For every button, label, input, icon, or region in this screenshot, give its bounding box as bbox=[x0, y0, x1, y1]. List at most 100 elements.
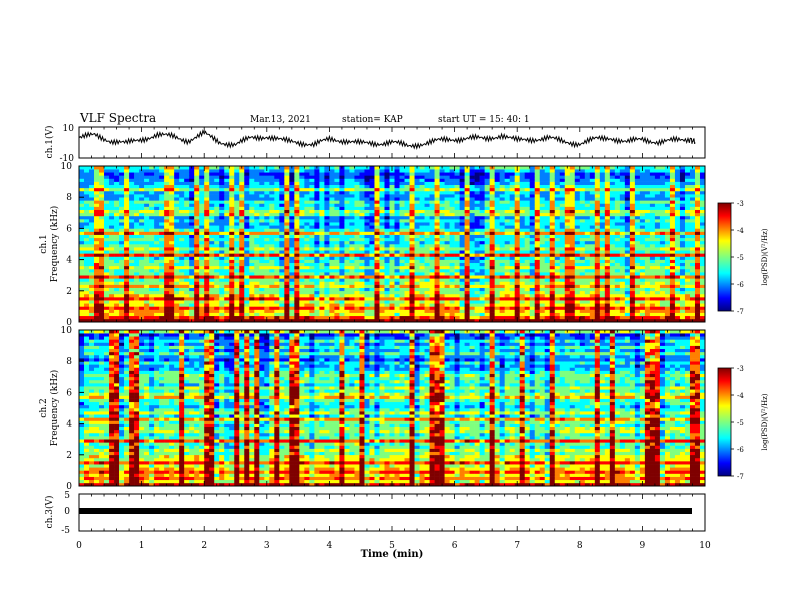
spectrogram-cell bbox=[219, 172, 225, 176]
spectrogram-cell bbox=[104, 303, 110, 307]
spectrogram-cell bbox=[344, 209, 350, 214]
spectrogram-cell bbox=[254, 259, 260, 264]
spectrogram-cell bbox=[529, 178, 536, 182]
spectrogram-cell bbox=[99, 234, 105, 239]
spectrogram-cell bbox=[494, 247, 500, 251]
spectrogram-cell bbox=[444, 240, 450, 245]
spectrogram-cell bbox=[209, 262, 215, 267]
spectrogram-cell bbox=[144, 297, 150, 301]
spectrogram-cell bbox=[94, 237, 100, 242]
spectrogram-cell bbox=[289, 175, 295, 179]
spectrogram-cell bbox=[329, 281, 335, 285]
spectrogram-cell bbox=[179, 303, 185, 307]
spectrogram-cell bbox=[319, 293, 325, 298]
spectrogram-cell bbox=[254, 175, 260, 179]
spectrogram-cell bbox=[539, 215, 546, 220]
spectrogram-cell bbox=[409, 231, 415, 235]
spectrogram-cell bbox=[444, 219, 450, 223]
spectrogram-cell bbox=[94, 222, 100, 226]
spectrogram-cell bbox=[549, 297, 556, 301]
spectrogram-cell bbox=[364, 306, 370, 310]
spectrogram-cell bbox=[319, 237, 325, 242]
spectrogram-cell bbox=[494, 169, 500, 173]
spectrogram-cell bbox=[554, 194, 561, 198]
spectrogram-cell bbox=[574, 318, 581, 323]
spectrogram-cell bbox=[149, 303, 155, 307]
spectrogram-cell bbox=[289, 303, 295, 307]
spectrogram-cell bbox=[254, 194, 260, 198]
spectrogram-cell bbox=[179, 184, 185, 189]
spectrogram-cell bbox=[79, 287, 85, 292]
spectrogram-cell bbox=[394, 312, 400, 317]
spectrogram-cell bbox=[344, 287, 350, 292]
spectrogram-cell bbox=[139, 293, 145, 298]
spectrogram-cell bbox=[419, 262, 425, 267]
spectrogram-cell bbox=[99, 203, 105, 207]
spectrogram-cell bbox=[449, 278, 455, 282]
spectrogram-cell bbox=[384, 278, 390, 282]
spectrogram-cell bbox=[374, 265, 380, 270]
spectrogram-cell bbox=[249, 244, 255, 248]
spectrogram-cell bbox=[344, 300, 350, 304]
spectrogram-cell bbox=[319, 172, 325, 176]
spectrogram-cell bbox=[369, 306, 375, 310]
spectrogram-cell bbox=[169, 200, 175, 204]
spectrogram-cell bbox=[194, 175, 200, 179]
spectrogram-cell bbox=[484, 200, 490, 204]
spectrogram-cell bbox=[349, 200, 355, 204]
spectrogram-cell bbox=[404, 169, 410, 173]
spectrogram-cell bbox=[449, 175, 455, 179]
spectrogram-cell bbox=[189, 219, 195, 223]
spectrogram-cell bbox=[524, 194, 531, 198]
spectrogram-cell bbox=[259, 206, 265, 210]
spectrogram-cell bbox=[154, 265, 160, 270]
spectrogram-cell bbox=[529, 265, 536, 270]
spectrogram-cell bbox=[304, 181, 310, 186]
spectrogram-cell bbox=[384, 172, 390, 176]
spectrogram-cell bbox=[304, 197, 310, 201]
spectrogram-cell bbox=[394, 225, 400, 229]
spectrogram-cell bbox=[324, 225, 330, 229]
spectrogram-cell bbox=[269, 215, 275, 220]
spectrogram-cell bbox=[519, 303, 526, 307]
spectrogram-cell bbox=[114, 306, 120, 310]
spectrogram-cell bbox=[574, 265, 581, 270]
spectrogram-cell bbox=[369, 247, 375, 251]
spectrogram-cell bbox=[559, 240, 566, 245]
spectrogram-cell bbox=[194, 297, 200, 301]
spectrogram-cell bbox=[524, 275, 531, 279]
spectrogram-cell bbox=[449, 203, 455, 207]
spectrogram-cell bbox=[119, 265, 125, 270]
spectrogram-cell bbox=[324, 287, 330, 292]
spectrogram-cell bbox=[504, 318, 510, 323]
spectrogram-cell bbox=[324, 234, 330, 239]
spectrogram-cell bbox=[404, 272, 410, 276]
spectrogram-cell bbox=[234, 172, 240, 176]
spectrogram-cell bbox=[244, 209, 250, 214]
spectrogram-cell bbox=[549, 203, 556, 207]
spectrogram-cell bbox=[214, 287, 220, 292]
spectrogram-cell bbox=[454, 250, 460, 254]
spectrogram-cell bbox=[549, 265, 556, 270]
spectrogram-cell bbox=[449, 244, 455, 248]
spectrogram-cell bbox=[279, 247, 285, 251]
spectrogram-cell bbox=[129, 190, 135, 195]
spectrogram-cell bbox=[464, 293, 470, 298]
spectrogram-cell bbox=[559, 222, 566, 226]
spectrogram-cell bbox=[119, 203, 125, 207]
spectrogram-cell bbox=[354, 262, 360, 267]
spectrogram-cell bbox=[269, 309, 275, 313]
spectrogram-cell bbox=[499, 272, 505, 276]
spectrogram-cell bbox=[264, 197, 270, 201]
spectrogram-cell bbox=[304, 225, 310, 229]
spectrogram-cell bbox=[449, 237, 455, 242]
spectrogram-cell bbox=[529, 222, 536, 226]
spectrogram-cell bbox=[274, 287, 280, 292]
spectrogram-cell bbox=[214, 237, 220, 242]
spectrogram-cell bbox=[349, 212, 355, 217]
spectrogram-cell bbox=[249, 215, 255, 220]
spectrogram-cell bbox=[229, 234, 235, 239]
spectrogram-cell bbox=[569, 318, 576, 323]
spectrogram-cell bbox=[189, 265, 195, 270]
spectrogram-cell bbox=[469, 222, 475, 226]
